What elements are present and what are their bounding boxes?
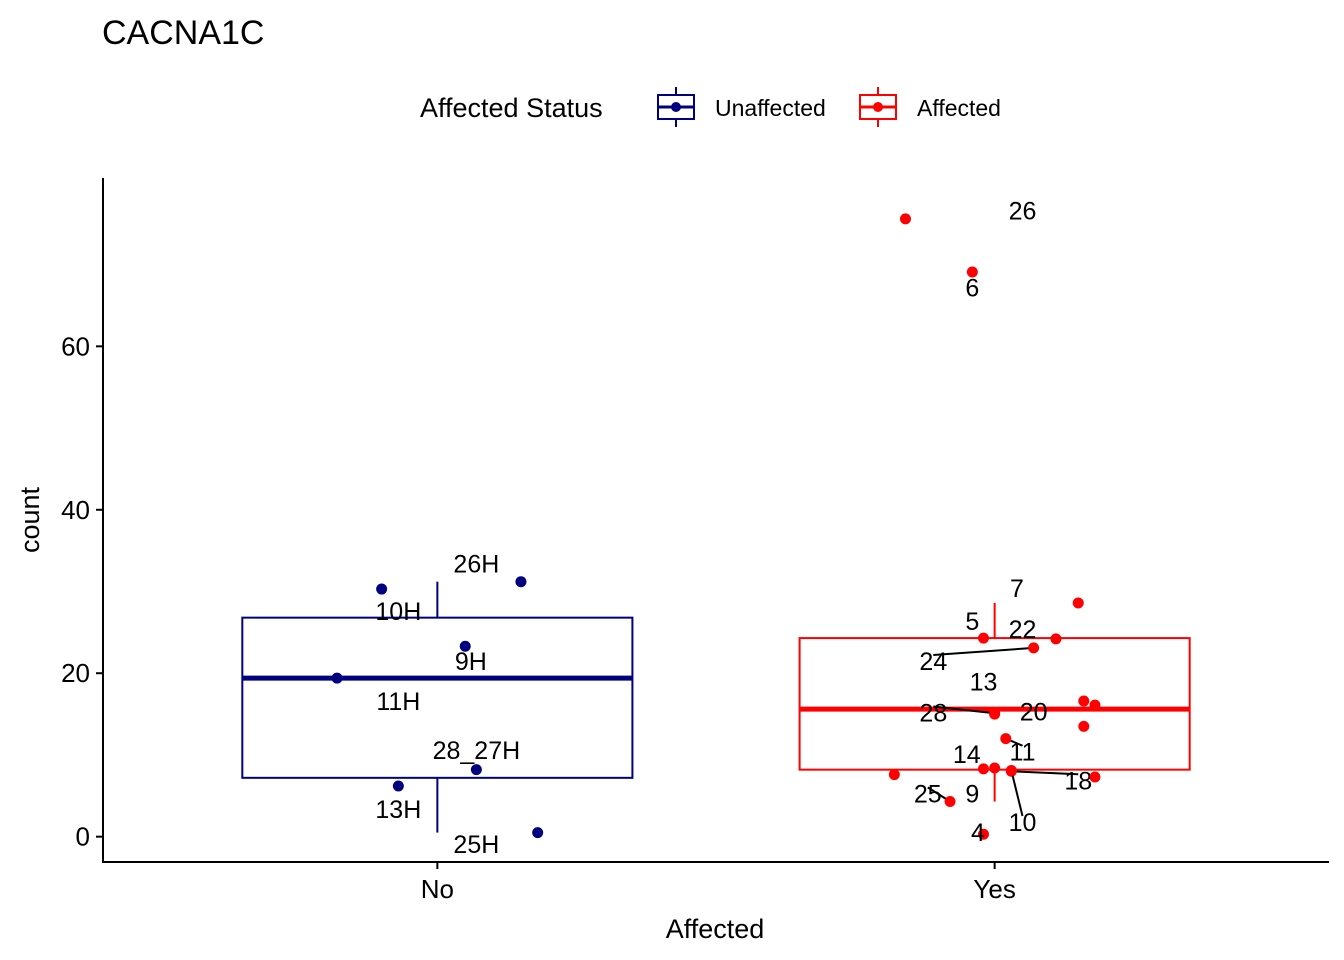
- legend-key-unaffected: [657, 87, 695, 127]
- point-label: 14: [953, 741, 981, 769]
- legend-title: Affected Status: [420, 93, 603, 123]
- legend-label-unaffected: Unaffected: [715, 95, 826, 121]
- box-iqr: [798, 637, 1191, 771]
- box-iqr: [241, 616, 634, 779]
- chart-title: CACNA1C: [102, 14, 264, 52]
- point-label: 28: [919, 699, 947, 727]
- point-label: 20: [1020, 699, 1048, 727]
- y-tick-label: 0: [76, 822, 90, 852]
- data-point: [459, 640, 471, 652]
- data-point: [515, 576, 527, 588]
- point-label: 28_27H: [433, 737, 521, 765]
- point-label: 9: [965, 780, 979, 808]
- data-point: [977, 828, 989, 840]
- point-label: 4: [971, 819, 985, 847]
- y-tick-label: 20: [61, 658, 90, 688]
- x-tick-label: Yes: [973, 874, 1015, 904]
- point-label: 6: [965, 275, 979, 303]
- data-point: [532, 827, 544, 839]
- data-point: [1089, 771, 1101, 783]
- label-leader-line: [1010, 770, 1024, 817]
- data-point: [966, 266, 978, 278]
- y-axis-title: count: [15, 486, 45, 553]
- label-leader-line: [933, 705, 995, 715]
- axes: 0 20 40 60 No Yes: [61, 331, 1016, 904]
- data-point: [470, 764, 482, 776]
- data-point: [376, 583, 388, 595]
- data-point: [1000, 733, 1012, 745]
- data-point: [989, 762, 1001, 774]
- y-tick-label: 40: [61, 495, 90, 525]
- legend: Affected Status Unaffected Affected: [420, 87, 1001, 127]
- data-point: [1005, 764, 1017, 776]
- x-tick-label: No: [421, 874, 454, 904]
- data-point: [977, 763, 989, 775]
- y-tick-label: 60: [61, 331, 90, 361]
- point-label: 18: [1064, 767, 1092, 795]
- point-label: 26H: [453, 551, 499, 579]
- point-label: 11H: [376, 688, 420, 716]
- data-point: [899, 213, 911, 225]
- label-leader-line: [933, 646, 1034, 656]
- data-point: [989, 707, 1001, 719]
- data-point: [392, 780, 404, 792]
- point-label: 25: [914, 780, 942, 808]
- point-label: 11: [1010, 739, 1036, 767]
- point-label: 13H: [375, 796, 421, 824]
- data-point: [1078, 695, 1090, 707]
- point-label: 10H: [375, 598, 421, 626]
- data-point: [944, 796, 956, 808]
- legend-key-affected: [859, 87, 897, 127]
- data-point: [888, 769, 900, 781]
- point-label: 5: [965, 608, 979, 636]
- point-label: 24: [919, 648, 947, 676]
- point-label: 13: [970, 668, 998, 696]
- point-label: 10: [1009, 809, 1037, 837]
- x-axis-title: Affected: [666, 914, 765, 944]
- point-label: 25H: [453, 831, 499, 859]
- point-label: 7: [1010, 575, 1024, 603]
- data-point: [977, 632, 989, 644]
- plot-panel: 26H 10H 9H 11H 28_27H 13H 25H 26 6 7 5 22 24 13 20 28 11…: [241, 198, 1191, 859]
- data-point: [1028, 642, 1040, 654]
- label-leader-line: [1011, 770, 1079, 776]
- point-label: 26: [1009, 198, 1037, 226]
- legend-label-affected: Affected: [917, 95, 1001, 121]
- data-point: [1050, 633, 1062, 645]
- point-label: 9H: [455, 648, 487, 676]
- data-point: [331, 672, 343, 684]
- point-label: 22: [1009, 616, 1037, 644]
- data-point: [1078, 720, 1090, 732]
- data-point: [1072, 597, 1084, 609]
- data-point: [1089, 699, 1101, 711]
